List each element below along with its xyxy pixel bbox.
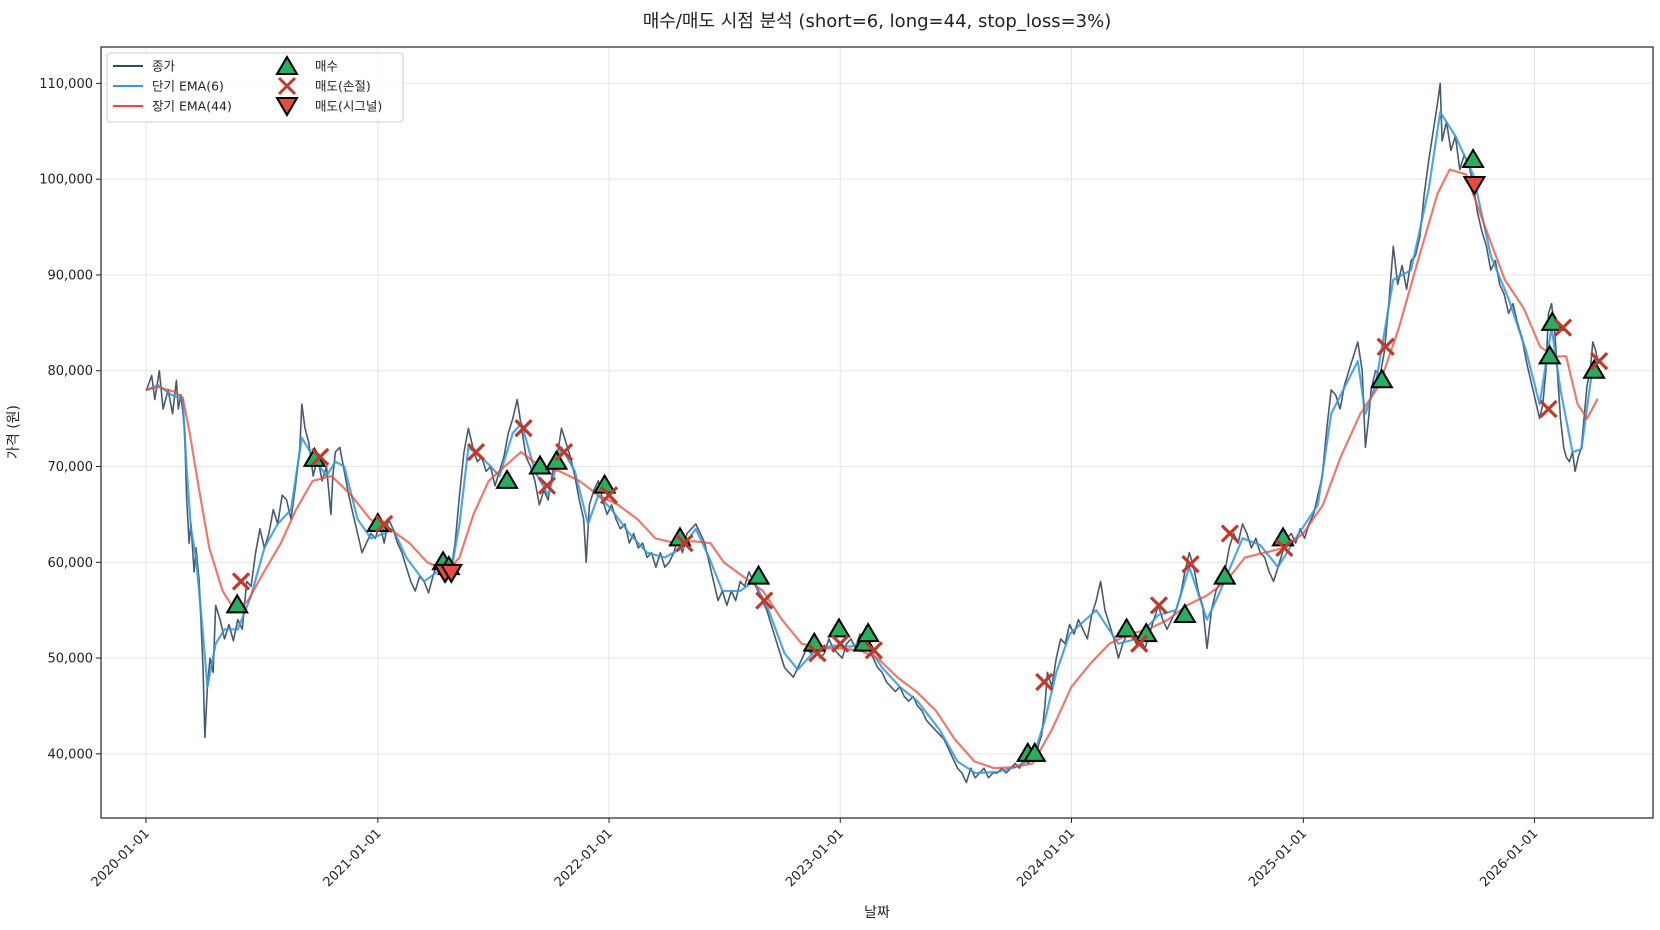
buy-marker <box>1582 358 1606 379</box>
legend-buy-marker <box>275 55 299 75</box>
sell-stop-marker <box>1590 352 1609 371</box>
y-tick-label: 90,000 <box>48 268 94 283</box>
sell-stop-marker <box>375 514 394 534</box>
y-tick-label: 70,000 <box>48 460 94 475</box>
sell-stop-marker <box>1035 672 1054 692</box>
legend-ema-long-label: 장기 EMA(44) <box>152 99 232 114</box>
legend-sell-signal-marker <box>275 97 299 117</box>
y-tick-label: 50,000 <box>48 652 94 667</box>
sell-stop-marker <box>231 572 251 591</box>
buy-marker <box>1537 344 1562 365</box>
sell-stop-marker <box>311 447 330 467</box>
sell-stop-marker <box>1275 538 1294 558</box>
sell-stop-marker <box>599 486 619 505</box>
y-axis: 40,000 50,000 60,000 70,000 80,000 90,000 100,… <box>39 77 101 762</box>
sell-stop-marker <box>755 591 774 610</box>
buy-marker <box>1173 602 1197 623</box>
buy-marker <box>1370 368 1394 389</box>
plot-frame <box>100 46 1654 819</box>
sell-stop-marker <box>1553 318 1573 337</box>
buy-marker <box>746 564 771 585</box>
legend-sell-stop-label: 매도(손절) <box>315 79 371 94</box>
sell-stop-marker <box>1220 524 1239 543</box>
y-tick-label: 60,000 <box>48 556 94 571</box>
sell-signal-marker <box>1462 175 1487 196</box>
legend-ema-short-label: 단기 EMA(6) <box>152 79 224 94</box>
legend-close-label: 종가 <box>152 59 176 74</box>
legend-sell-stop-marker <box>277 76 297 96</box>
marker-layer <box>225 148 1609 762</box>
buy-marker <box>1022 741 1047 762</box>
sell-stop-marker <box>1539 399 1558 419</box>
y-tick-label: 100,000 <box>39 173 93 188</box>
sell-stop-marker <box>537 476 557 495</box>
y-tick-label: 40,000 <box>48 747 94 762</box>
sell-stop-marker <box>831 634 850 653</box>
grid <box>101 47 1653 818</box>
buy-marker <box>225 593 249 614</box>
buy-marker <box>856 622 880 643</box>
buy-marker <box>1134 622 1158 643</box>
sell-stop-marker <box>554 443 574 462</box>
sell-stop-marker <box>675 533 694 553</box>
buy-marker <box>827 617 851 638</box>
legend-buy-label: 매수 <box>315 59 338 74</box>
sell-stop-marker <box>808 644 827 663</box>
sell-stop-marker <box>1130 634 1149 653</box>
legend-frame <box>106 52 404 123</box>
sell-stop-marker <box>514 419 533 438</box>
buy-marker <box>1114 617 1139 638</box>
buy-marker <box>1213 564 1237 585</box>
sell-stop-marker <box>466 443 486 462</box>
sell-stop-marker <box>1376 337 1395 356</box>
sell-stop-marker <box>864 641 883 660</box>
x-axis-title: 날짜 <box>864 905 890 921</box>
sell-stop-marker <box>1181 555 1200 574</box>
sell-signal-marker <box>439 563 464 584</box>
legend: 종가 단기 EMA(6) 장기 EMA(44) 매수 매도(손절) 매도(시그널… <box>106 52 404 123</box>
chart-title: 매수/매도 시점 분석 (short=6, long=44, stop_loss… <box>643 11 1112 32</box>
legend-sell-signal-label: 매도(시그널) <box>315 99 382 114</box>
buy-marker <box>495 468 519 489</box>
sell-stop-marker <box>1149 596 1169 615</box>
y-axis-title: 가격 (원) <box>6 405 22 459</box>
y-tick-label: 80,000 <box>48 364 94 379</box>
y-tick-label: 110,000 <box>39 77 93 92</box>
buy-marker <box>1461 148 1485 169</box>
